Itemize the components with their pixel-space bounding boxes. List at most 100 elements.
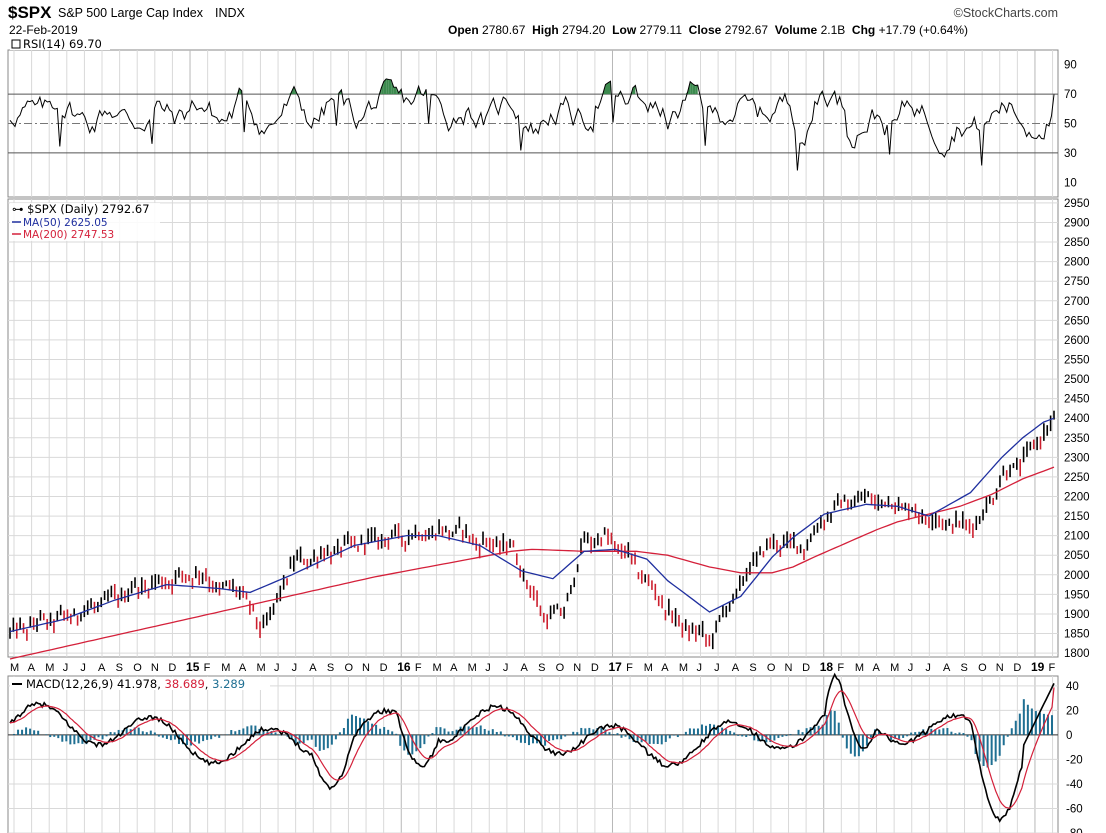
rsi-overbought-fill — [695, 85, 698, 95]
x-tick-label: D — [802, 662, 810, 674]
x-tick-label: M — [45, 662, 54, 674]
x-tick-label: J — [80, 662, 86, 674]
price-legend-bg — [10, 203, 160, 241]
x-tick-label: M — [221, 662, 230, 674]
rsi-legend-swatch — [11, 39, 21, 49]
x-tick-label: M — [855, 662, 864, 674]
ma50-legend: MA(50) 2625.05 — [23, 217, 108, 229]
ma50-line — [9, 417, 1055, 633]
x-tick-label: S — [116, 662, 123, 674]
y-tick-label: 2000 — [1064, 570, 1090, 582]
rsi-overbought-fill — [386, 78, 389, 95]
rsi-y-tick: 90 — [1064, 60, 1077, 72]
x-tick-label: M — [256, 662, 265, 674]
chg-value: +17.79 (+0.64%) — [878, 23, 968, 37]
x-tick-label: F — [204, 662, 211, 674]
macd-line — [9, 672, 1055, 823]
x-tick-label: J — [274, 662, 280, 674]
rsi-overbought-fill — [383, 78, 387, 95]
rsi-overbought-fill — [607, 81, 611, 95]
x-tick-label: A — [661, 662, 669, 674]
x-tick-label: N — [151, 662, 159, 674]
x-tick-label: D — [591, 662, 599, 674]
x-tick-label: N — [362, 662, 370, 674]
x-tick-label: M — [890, 662, 899, 674]
macd-legend-histogram: 3.289 — [212, 677, 245, 691]
symbol: $SPX — [8, 3, 52, 22]
rsi-overbought-fill — [391, 79, 394, 95]
x-tick-label: N — [785, 662, 793, 674]
y-tick-label: 2650 — [1064, 315, 1090, 327]
close-value: 2792.67 — [724, 23, 769, 37]
x-tick-label: A — [873, 662, 881, 674]
macd-signal-line — [9, 687, 1055, 809]
x-tick-label: S — [538, 662, 545, 674]
x-tick-label: A — [943, 662, 951, 674]
x-tick-label: 15 — [186, 660, 200, 674]
x-tick-label: O — [133, 662, 142, 674]
macd-y-tick: -40 — [1066, 779, 1083, 791]
x-tick-label: M — [468, 662, 477, 674]
source: ©StockCharts.com — [953, 6, 1058, 20]
x-tick-label: J — [697, 662, 703, 674]
price-legend-symbol: ⊶ $SPX (Daily) 2792.67 — [12, 202, 150, 216]
macd-y-tick: -20 — [1066, 754, 1083, 766]
x-tick-label: A — [309, 662, 317, 674]
x-tick-label: O — [344, 662, 353, 674]
x-tick-label: J — [925, 662, 931, 674]
high-value: 2794.20 — [562, 23, 606, 37]
low-value: 2779.11 — [639, 23, 683, 37]
x-tick-label: D — [380, 662, 388, 674]
high-label: High — [532, 23, 559, 37]
macd-y-tick: 40 — [1066, 681, 1079, 693]
rsi-y-tick: 30 — [1064, 148, 1077, 160]
volume-value: 2.1B — [820, 23, 846, 37]
x-tick-label: J — [503, 662, 509, 674]
y-tick-label: 2950 — [1064, 198, 1090, 210]
x-tick-label: O — [978, 662, 987, 674]
x-tick-label: 16 — [397, 660, 411, 674]
x-tick-label: 19 — [1031, 660, 1045, 674]
chg-label: Chg — [851, 23, 876, 37]
y-tick-label: 2700 — [1064, 296, 1090, 308]
y-tick-label: 2100 — [1064, 531, 1090, 543]
y-tick-label: 2750 — [1064, 276, 1090, 288]
macd-legend-bg — [10, 677, 270, 690]
x-tick-label: 18 — [820, 660, 834, 674]
x-tick-label: D — [168, 662, 176, 674]
volume-label: Volume — [774, 23, 818, 37]
y-tick-label: 1950 — [1064, 589, 1090, 601]
x-tick-label: M — [644, 662, 653, 674]
y-tick-label: 2600 — [1064, 335, 1090, 347]
y-tick-label: 2350 — [1064, 433, 1090, 445]
y-tick-label: 1800 — [1064, 648, 1090, 660]
rsi-overbought-fill — [378, 87, 382, 95]
x-tick-label: J — [714, 662, 720, 674]
rsi-overbought-fill — [692, 83, 696, 95]
rsi-legend-bg — [10, 38, 110, 50]
x-tick-label: O — [767, 662, 776, 674]
x-tick-label: N — [996, 662, 1004, 674]
x-tick-label: N — [573, 662, 581, 674]
ma200-line — [9, 466, 1055, 660]
y-tick-label: 2500 — [1064, 374, 1090, 386]
x-tick-label: A — [28, 662, 36, 674]
ma200-legend: MA(200) 2747.53 — [23, 229, 114, 241]
x-tick-label: O — [556, 662, 565, 674]
y-tick-label: 2200 — [1064, 492, 1090, 504]
x-tick-label: F — [837, 662, 844, 674]
x-tick-label: F — [626, 662, 633, 674]
macd-legend-signal: 38.689 — [165, 677, 205, 691]
macd-legend-macd: MACD(12,26,9) 41.978, — [26, 677, 165, 691]
y-tick-label: 2150 — [1064, 511, 1090, 523]
x-tick-label: A — [98, 662, 106, 674]
rsi-legend: RSI(14) 69.70 — [23, 37, 102, 51]
y-tick-label: 2850 — [1064, 237, 1090, 249]
low-label: Low — [612, 23, 637, 37]
open-value: 2780.67 — [482, 23, 526, 37]
x-tick-label: S — [327, 662, 334, 674]
date: 22-Feb-2019 — [9, 23, 78, 37]
macd-legend: MACD(12,26,9) 41.978, 38.689, 3.289 — [26, 677, 245, 691]
y-tick-label: 2800 — [1064, 257, 1090, 269]
